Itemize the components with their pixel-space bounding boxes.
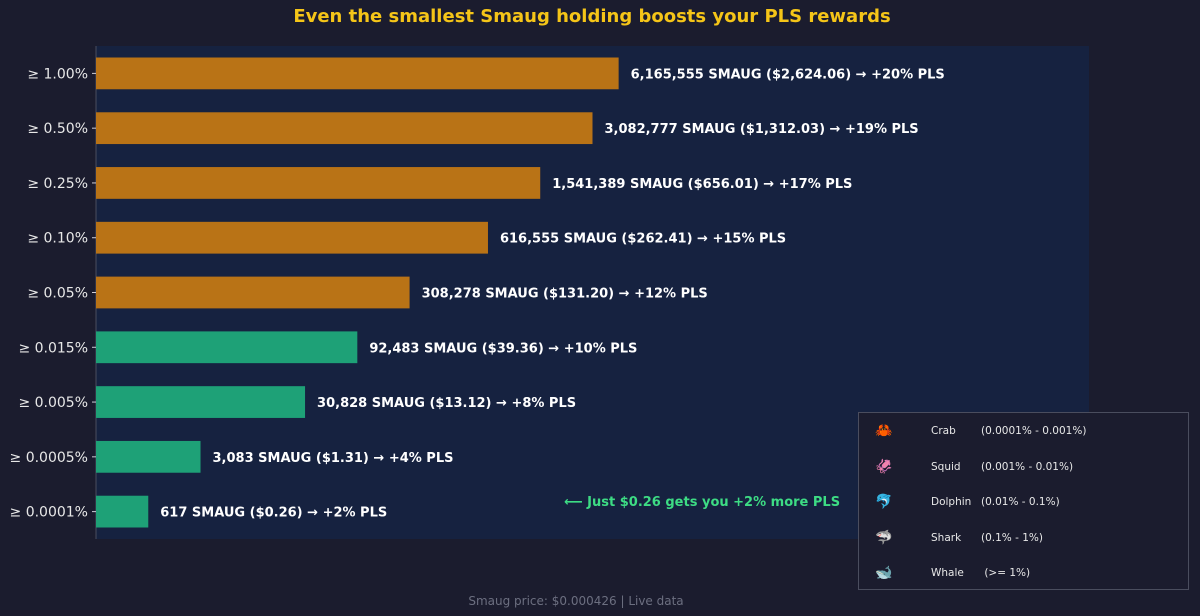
legend-item: 🦀 Crab (0.0001% - 0.001%) (859, 421, 1188, 441)
legend-range: (0.01% - 0.1%) (981, 496, 1060, 508)
annotation: ⟵ Just $0.26 gets you +2% more PLS (564, 495, 840, 510)
bar (96, 386, 306, 418)
legend-range: (0.001% - 0.01%) (981, 460, 1074, 473)
bar (96, 57, 619, 90)
shark-icon: 🦈 (875, 529, 893, 546)
y-tick-label: ≥ 0.005% (18, 395, 88, 411)
chart-title: Even the smallest Smaug holding boosts y… (293, 6, 891, 27)
y-tick-label: ≥ 0.50% (27, 121, 88, 137)
bar (96, 221, 488, 254)
whale-icon: 🐋 (875, 565, 893, 581)
legend-label: Shark (931, 531, 962, 544)
dolphin-icon: 🐬 (875, 494, 893, 510)
legend-item: 🐋 Whale (>= 1%) (859, 563, 1188, 583)
legend-range: (>= 1%) (981, 567, 1031, 579)
bar (96, 331, 358, 364)
legend-label: Squid (931, 460, 961, 473)
y-tick-label: ≥ 0.0001% (10, 505, 88, 521)
y-tick-label: ≥ 0.10% (27, 231, 88, 247)
legend-item: 🦈 Shark (0.1% - 1%) (859, 528, 1188, 548)
bar-data-label: 6,165,555 SMAUG ($2,624.06) → +20% PLS (631, 67, 945, 82)
bar (96, 495, 149, 528)
bar (96, 167, 541, 199)
bar-data-label: 3,083 SMAUG ($1.31) → +4% PLS (213, 451, 454, 466)
bar (96, 440, 201, 473)
y-tick-label: ≥ 0.0005% (10, 450, 88, 466)
legend-range: (0.1% - 1%) (981, 531, 1043, 544)
y-tick-label: ≥ 0.015% (18, 340, 88, 356)
legend: 🦀 Crab (0.0001% - 0.001%) 🦑 Squid (0.001% - 0… (858, 412, 1189, 590)
legend-range: (0.0001% - 0.001%) (981, 425, 1087, 437)
y-tick-label: ≥ 0.05% (27, 286, 88, 302)
bar-data-label: 616,555 SMAUG ($262.41) → +15% PLS (500, 232, 786, 247)
legend-label: Dolphin (931, 496, 972, 508)
crab-icon: 🦀 (875, 423, 893, 439)
squid-icon: 🦑 (875, 458, 893, 475)
y-tick-label: ≥ 0.25% (27, 176, 88, 192)
bar-data-label: 617 SMAUG ($0.26) → +2% PLS (160, 506, 387, 521)
bar-data-label: 30,828 SMAUG ($13.12) → +8% PLS (317, 396, 576, 411)
legend-item: 🐬 Dolphin (0.01% - 0.1%) (859, 492, 1188, 512)
bar (96, 112, 593, 145)
bar (96, 276, 410, 309)
legend-item: 🦑 Squid (0.001% - 0.01%) (859, 457, 1188, 477)
bar-data-label: 1,541,389 SMAUG ($656.01) → +17% PLS (552, 177, 852, 192)
bar-data-label: 92,483 SMAUG ($39.36) → +10% PLS (369, 341, 637, 356)
footer: Smaug price: $0.000426 | Live data (468, 594, 684, 608)
legend-label: Crab (931, 425, 956, 437)
bar-data-label: 308,278 SMAUG ($131.20) → +12% PLS (422, 287, 708, 302)
bar-data-label: 3,082,777 SMAUG ($1,312.03) → +19% PLS (605, 122, 919, 137)
y-tick-label: ≥ 1.00% (27, 66, 88, 82)
legend-label: Whale (931, 567, 964, 579)
